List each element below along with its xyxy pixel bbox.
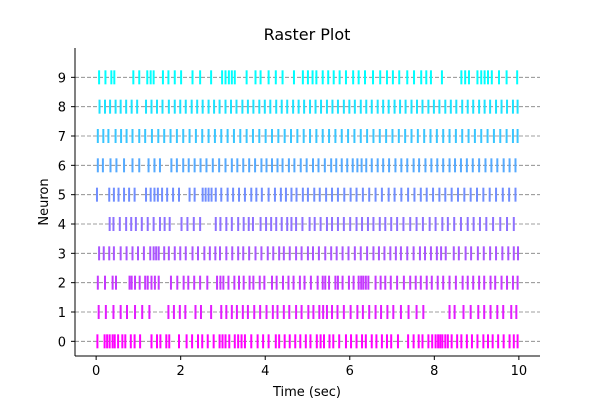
y-axis-label: Neuron: [37, 178, 52, 225]
y-tick-label: 2: [58, 277, 66, 292]
y-tick-label: 0: [58, 335, 66, 350]
y-axis-ticks: 0 1 2 3 4 5 6 7 8 9: [58, 71, 75, 350]
gridlines: [75, 76, 540, 342]
x-tick-label: 6: [346, 364, 354, 379]
x-tick-label: 8: [430, 364, 438, 379]
x-tick-label: 10: [511, 364, 528, 379]
chart-title: Raster Plot: [264, 25, 351, 44]
y-tick-label: 4: [58, 218, 66, 233]
spike-marks: [95, 70, 520, 349]
x-axis-label: Time (sec): [272, 385, 341, 400]
y-tick-label: 1: [58, 306, 66, 321]
x-tick-label: 2: [177, 364, 185, 379]
y-tick-label: 6: [58, 159, 66, 174]
y-tick-label: 9: [58, 71, 66, 86]
x-axis-ticks: 0 2 4 6 8 10: [92, 356, 527, 379]
x-tick-label: 4: [261, 364, 269, 379]
y-tick-label: 8: [58, 101, 66, 116]
y-tick-label: 3: [58, 247, 66, 262]
y-tick-label: 7: [58, 130, 66, 145]
y-tick-label: 5: [58, 189, 66, 204]
x-tick-label: 0: [92, 364, 100, 379]
